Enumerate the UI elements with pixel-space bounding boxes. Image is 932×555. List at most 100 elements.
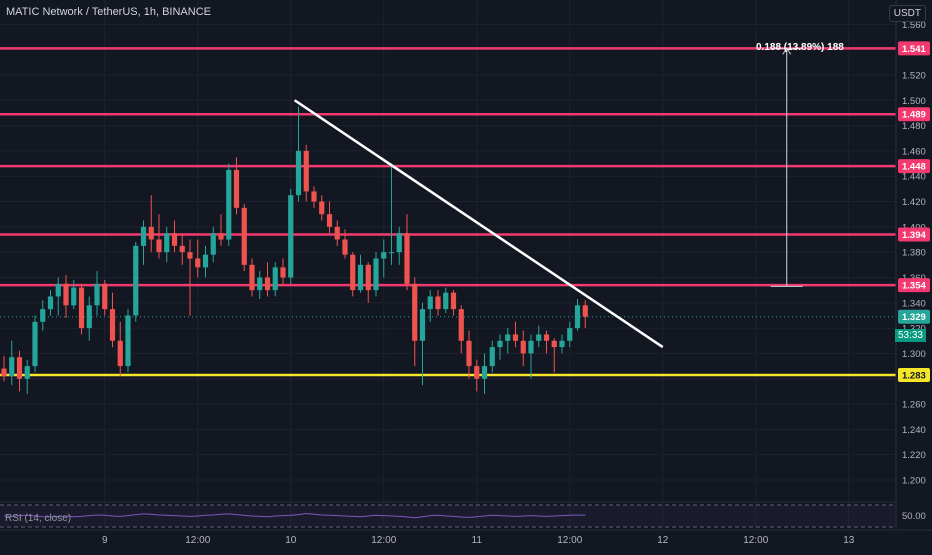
candle-body [264, 277, 271, 291]
candle-body [350, 254, 356, 291]
candle-body [373, 258, 379, 291]
candle-body [241, 207, 247, 265]
candle-body [133, 245, 139, 316]
candle-body [450, 292, 457, 310]
price-tick-label: 1.340 [902, 298, 926, 309]
candle-body [9, 357, 15, 377]
level-label: 1.489 [902, 110, 926, 121]
candle-body [582, 305, 588, 317]
price-tick-label: 1.200 [902, 476, 926, 487]
candle-body [295, 150, 302, 196]
candle-body [574, 305, 581, 329]
rsi-line [3, 513, 586, 519]
price-tick-label: 1.500 [902, 96, 926, 107]
rsi-level-label: 50.00 [902, 511, 926, 522]
candle-body [357, 264, 364, 291]
candle-body [233, 169, 240, 208]
candle-body [16, 357, 23, 379]
candle-body [249, 264, 255, 291]
candle-body [334, 226, 340, 240]
candle-body [559, 340, 565, 348]
candle-body [505, 334, 511, 341]
price-tick-label: 1.480 [902, 121, 926, 132]
measure-arrowhead [782, 47, 792, 55]
level-label: 1.448 [902, 162, 926, 173]
price-axis-bg [896, 0, 932, 530]
measure-label: 0.188 (13.89%) 188 [756, 42, 844, 53]
level-badge [898, 41, 930, 56]
candle-body [32, 321, 38, 367]
candle-body [466, 340, 472, 367]
candle-body [288, 195, 294, 278]
time-tick-label: 12:00 [557, 535, 582, 546]
price-axis[interactable]: 1.2001.2201.2401.2601.2801.3001.3201.340… [895, 0, 932, 550]
candle-body [86, 305, 92, 329]
candle-body [71, 287, 77, 306]
time-tick-label: 12:00 [185, 535, 210, 546]
candle-body [280, 267, 286, 278]
candle-body [1, 368, 7, 377]
candle-body [148, 226, 154, 240]
candle-body [109, 309, 116, 341]
level-label: 1.283 [902, 370, 926, 381]
candle-body [497, 340, 503, 348]
symbol-title[interactable]: MATIC Network / TetherUS, 1h, BINANCE [6, 6, 211, 18]
last-price-badge [898, 309, 930, 324]
candle-body [40, 309, 46, 322]
candle-body [427, 296, 433, 310]
time-tick-label: 12:00 [371, 535, 396, 546]
candle-body [536, 334, 542, 341]
candle-body [567, 328, 573, 341]
candle-body [171, 233, 178, 246]
rsi-label[interactable]: RSI (14, close) [5, 513, 72, 524]
time-axis[interactable]: 9 12:00 10 12:00 11 12:00 12 12:00 13 [0, 529, 932, 550]
price-tick-label: 1.520 [902, 70, 926, 81]
price-tick-label: 1.260 [902, 400, 926, 411]
price-tick-label: 1.440 [902, 172, 926, 183]
candle-body [102, 283, 108, 310]
price-tick-label: 1.220 [902, 450, 926, 461]
rsi-pane [0, 501, 896, 528]
level-badge [898, 227, 930, 242]
level-badge [898, 278, 930, 293]
candle-body [55, 283, 61, 297]
candle-body [164, 233, 170, 253]
candle-body [257, 277, 263, 291]
candle-body [24, 366, 30, 379]
price-tick-label: 1.380 [902, 248, 926, 259]
candle-body [481, 366, 488, 379]
candle-body [520, 340, 526, 354]
level-badge [898, 159, 930, 174]
level-badge [898, 367, 930, 382]
trendline [293, 99, 664, 349]
candle-body [319, 201, 325, 215]
candles [1, 106, 588, 394]
level-label: 1.394 [902, 230, 926, 241]
candle-body [156, 239, 162, 253]
candle-body [443, 292, 449, 310]
currency-unit-badge[interactable]: USDT [888, 5, 926, 22]
candle-body [187, 252, 193, 259]
candle-body [210, 233, 216, 255]
horizontal-levels[interactable] [0, 47, 896, 377]
candle-body [512, 334, 519, 341]
candle-body [365, 264, 371, 291]
price-tick-label: 1.460 [902, 146, 926, 157]
level-badge [898, 107, 930, 122]
time-tick-label: 11 [472, 535, 483, 546]
candle-body [543, 334, 550, 341]
drawings[interactable] [293, 47, 803, 349]
candle-body [342, 239, 348, 255]
candle-body [404, 233, 410, 284]
candle-body [435, 296, 441, 310]
candle-body [140, 226, 147, 246]
time-axis-bg [0, 530, 932, 550]
candle-body [94, 283, 100, 306]
candle-body [272, 267, 278, 291]
time-tick-label: 13 [843, 535, 855, 546]
candle-body [202, 254, 209, 268]
time-tick-label: 12:00 [743, 535, 768, 546]
